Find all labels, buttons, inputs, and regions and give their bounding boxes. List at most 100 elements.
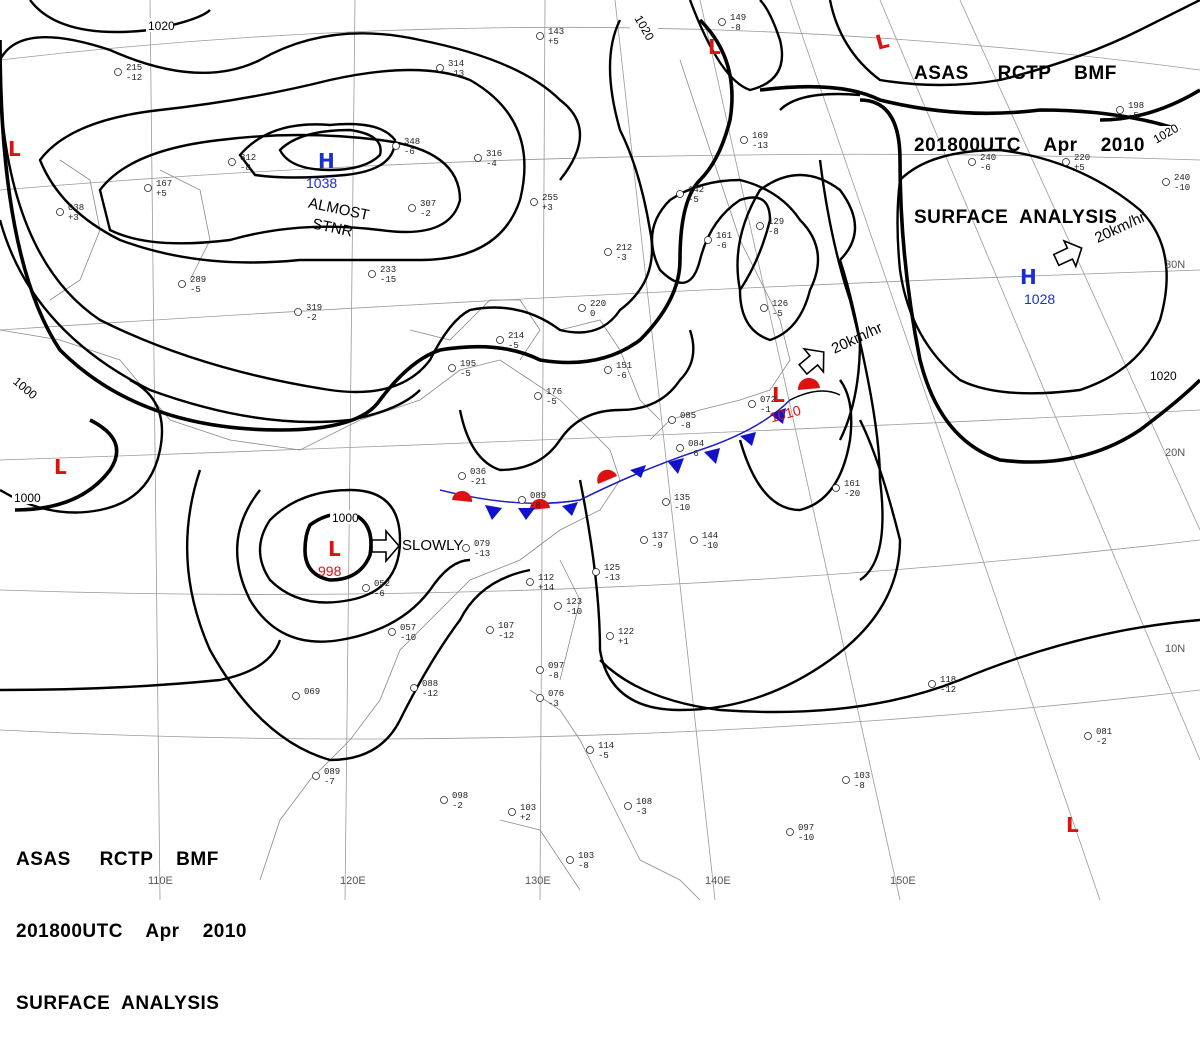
warm-front-semicircle	[452, 490, 473, 502]
svg-text:255: 255	[542, 193, 558, 203]
svg-text:-5: -5	[688, 195, 699, 205]
high-pressure-value: 1028	[1024, 291, 1055, 307]
station-plot: 057 -10	[388, 623, 416, 643]
svg-text:-3: -3	[548, 699, 559, 709]
coastlines	[0, 59, 791, 900]
svg-text:-15: -15	[380, 275, 396, 285]
header-line-station: ASAS RCTP BMF	[914, 63, 1117, 84]
svg-text:089: 089	[324, 767, 340, 777]
svg-text:+3: +3	[68, 213, 79, 223]
svg-text:220: 220	[1074, 153, 1090, 163]
svg-text:167: 167	[156, 179, 172, 189]
header-line-title: SURFACE ANALYSIS	[16, 993, 220, 1014]
svg-text:098: 098	[452, 791, 468, 801]
svg-text:-8: -8	[730, 23, 741, 33]
svg-text:-10: -10	[566, 607, 582, 617]
station-plot: 097 -8	[536, 661, 564, 681]
cold-front-triangle	[518, 508, 535, 520]
svg-text:-8: -8	[768, 227, 779, 237]
svg-text:125: 125	[604, 563, 620, 573]
svg-text:-10: -10	[674, 503, 690, 513]
grid-labels: 110E 120E 130E 140E 150E 30N 20N 10N	[148, 259, 1185, 887]
station-observations: 215 -12 312 -8 038 +3 314 -13 348 -6 316…	[56, 13, 1190, 871]
svg-text:-8: -8	[240, 163, 251, 173]
station-plot: 220 0	[578, 299, 606, 319]
cold-front-triangle	[485, 505, 502, 520]
svg-text:118: 118	[940, 675, 956, 685]
svg-text:-2: -2	[452, 801, 463, 811]
low-pressure-symbol: L	[772, 383, 785, 407]
motion-arrow-icon	[798, 347, 825, 376]
svg-text:289: 289	[190, 275, 206, 285]
svg-text:233: 233	[380, 265, 396, 275]
svg-text:-4: -4	[486, 159, 497, 169]
station-plot: 169 -13	[740, 131, 768, 151]
svg-text:135: 135	[674, 493, 690, 503]
station-plot: 142 -5	[676, 185, 704, 205]
station-plot: 220 +5	[1062, 153, 1090, 173]
svg-text:-13: -13	[752, 141, 768, 151]
station-plot: 161 -20	[832, 479, 860, 499]
svg-text:+1: +1	[618, 637, 629, 647]
svg-text:079: 079	[474, 539, 490, 549]
station-plot: 143 +5	[536, 27, 564, 47]
station-plot: 314 -13	[436, 59, 464, 79]
station-plot: 240 -10	[1162, 173, 1190, 193]
station-plot: 307 -2	[408, 199, 436, 219]
svg-text:122: 122	[618, 627, 634, 637]
station-plot: 149 -8	[718, 13, 746, 33]
svg-text:-10: -10	[798, 833, 814, 843]
chart-header-top: ASAS RCTP BMF 201800UTC Apr 2010 SURFACE…	[914, 14, 1145, 254]
svg-text:112: 112	[538, 573, 554, 583]
svg-text:-8: -8	[854, 781, 865, 791]
svg-text:+14: +14	[538, 583, 554, 593]
high-pressure-symbol: H	[318, 149, 335, 173]
svg-text:198: 198	[1128, 101, 1144, 111]
svg-text:137: 137	[652, 531, 668, 541]
station-plot: 122 +1	[606, 627, 634, 647]
station-plot: 118 -12	[928, 675, 956, 695]
svg-text:161: 161	[844, 479, 860, 489]
svg-text:348: 348	[404, 137, 420, 147]
station-plot: 052 -6	[362, 579, 390, 599]
svg-text:072: 072	[760, 395, 776, 405]
svg-text:103: 103	[520, 803, 536, 813]
svg-text:+2: +2	[520, 813, 531, 823]
svg-text:-13: -13	[474, 549, 490, 559]
cold-front-triangle	[630, 465, 646, 478]
station-plot: 097 -10	[786, 823, 814, 843]
station-plot: 167 +5	[144, 179, 172, 199]
station-plot: 089 -7	[312, 767, 340, 787]
svg-text:-10: -10	[400, 633, 416, 643]
svg-text:144: 144	[702, 531, 718, 541]
svg-text:-5: -5	[460, 369, 471, 379]
station-plot: 085 -8	[668, 411, 696, 431]
station-plot: 198 -5	[1116, 101, 1144, 121]
lat-label: 10N	[1165, 643, 1185, 655]
svg-text:319: 319	[306, 303, 322, 313]
svg-text:240: 240	[980, 153, 996, 163]
cold-front-triangle	[770, 408, 786, 424]
svg-text:081: 081	[1096, 727, 1112, 737]
low-pressure-value: 1010	[768, 402, 802, 426]
isobar-label-low: 1000	[332, 511, 359, 525]
header-line-datetime: 201800UTC Apr 2010	[914, 135, 1145, 156]
svg-text:307: 307	[420, 199, 436, 209]
station-plot: 212 -3	[604, 243, 632, 263]
motion-arrow-icon	[371, 528, 401, 564]
lon-label: 120E	[340, 875, 366, 887]
svg-text:-21: -21	[470, 477, 486, 487]
svg-text:-3: -3	[616, 253, 627, 263]
high-pressure-symbol: H	[1020, 265, 1037, 289]
station-plot: 312 -8	[228, 153, 256, 173]
svg-text:314: 314	[448, 59, 464, 69]
svg-text:069: 069	[304, 687, 320, 697]
svg-text:-10: -10	[702, 541, 718, 551]
svg-text:312: 312	[240, 153, 256, 163]
station-plot: 319 -2	[294, 303, 322, 323]
station-plot: 103 -8	[842, 771, 870, 791]
low-pressure-symbol: L	[873, 28, 892, 55]
svg-text:-6: -6	[616, 371, 627, 381]
station-plot: 079 -13	[462, 539, 490, 559]
motion-arrow-icon	[1052, 239, 1083, 269]
